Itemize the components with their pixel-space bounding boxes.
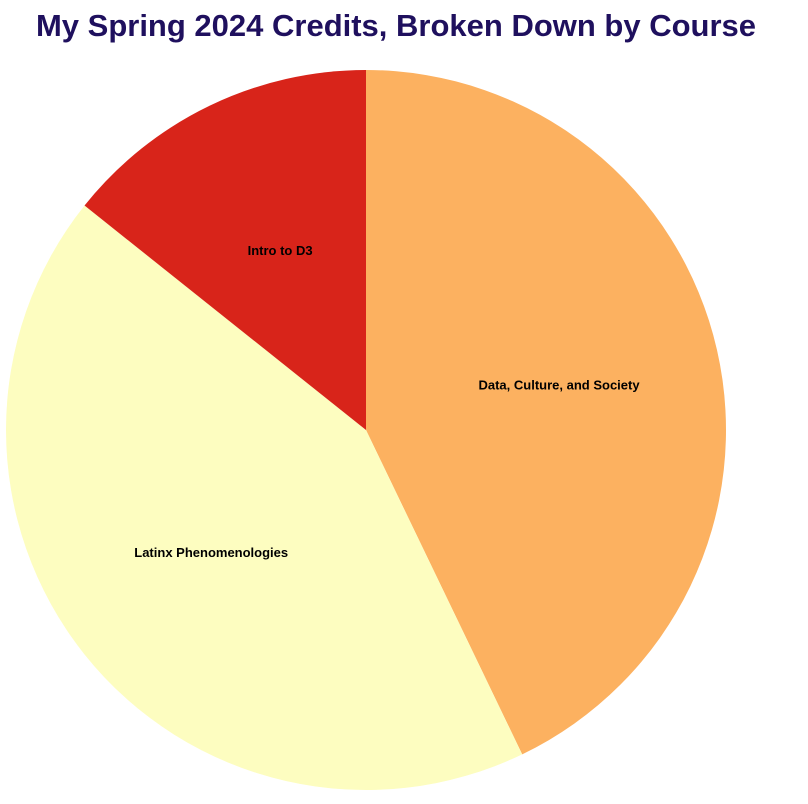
pie-labels: Data, Culture, and Society Latinx Phenome… — [134, 243, 640, 560]
pie-slice-intro-to-d3 — [84, 70, 367, 430]
pie-label-intro-to-d3: Intro to D3 — [248, 243, 313, 258]
pie-slice-latinx-phenomenologies — [5, 205, 523, 791]
pie-slices — [5, 70, 727, 791]
chart-title: My Spring 2024 Credits, Broken Down by C… — [35, 8, 757, 43]
pie-label-data-culture-and-society: Data, Culture, and Society — [478, 377, 640, 392]
pie-slice-data-culture-and-society — [366, 70, 727, 755]
pie-label-latinx-phenomenologies: Latinx Phenomenologies — [134, 545, 288, 560]
